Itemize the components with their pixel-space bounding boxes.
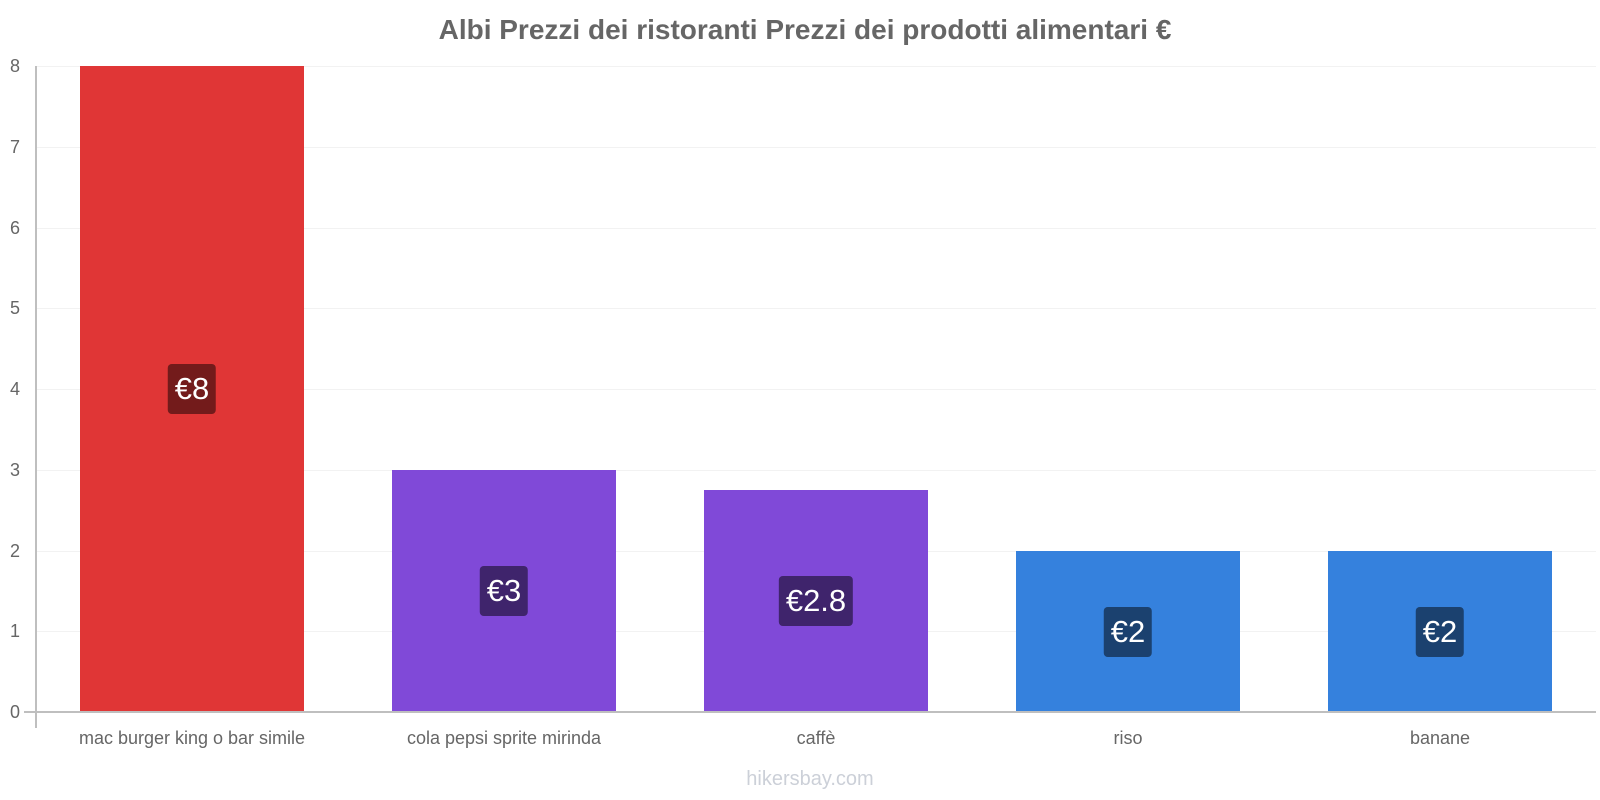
y-tick-label: 1 xyxy=(9,621,20,641)
y-tick-label: 7 xyxy=(9,137,20,157)
x-tick-label: banane xyxy=(1409,728,1471,748)
gridline xyxy=(36,470,1596,471)
y-axis-line xyxy=(35,66,37,728)
bar[interactable]: €8 xyxy=(80,66,304,712)
x-tick-label: mac burger king o bar simile xyxy=(78,728,306,748)
value-label: €3 xyxy=(479,566,529,616)
bar[interactable]: €2.8 xyxy=(704,490,928,712)
y-tick-label: 8 xyxy=(9,56,20,76)
value-label: €8 xyxy=(167,364,217,414)
y-tick-label: 3 xyxy=(9,460,20,480)
y-tick-label: 5 xyxy=(9,298,20,318)
y-tick-label: 6 xyxy=(9,218,20,238)
value-label: €2 xyxy=(1103,607,1153,657)
value-label: €2 xyxy=(1415,607,1465,657)
x-tick-label: cola pepsi sprite mirinda xyxy=(406,728,602,748)
x-axis-line xyxy=(24,711,1596,713)
bar[interactable]: €2 xyxy=(1016,551,1240,713)
gridline xyxy=(36,66,1596,67)
chart-title: Albi Prezzi dei ristoranti Prezzi dei pr… xyxy=(438,14,1172,45)
gridline xyxy=(36,228,1596,229)
gridline xyxy=(36,308,1596,309)
x-tick-label: riso xyxy=(1113,728,1143,748)
y-tick-label: 2 xyxy=(9,541,20,561)
value-label: €2.8 xyxy=(778,576,854,626)
y-tick-label: 0 xyxy=(9,702,20,722)
watermark: hikersbay.com xyxy=(746,768,874,790)
gridline xyxy=(36,389,1596,390)
x-tick-label: caffè xyxy=(796,728,836,748)
bar[interactable]: €3 xyxy=(392,470,616,712)
y-tick-label: 4 xyxy=(9,379,20,399)
bar[interactable]: €2 xyxy=(1328,551,1552,713)
gridline xyxy=(36,147,1596,148)
